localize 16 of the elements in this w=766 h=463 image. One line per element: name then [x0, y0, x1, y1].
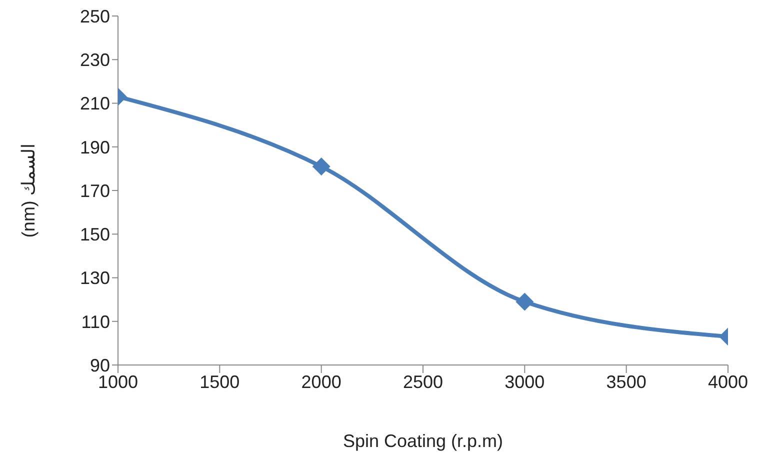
x-tick-label: 2000 [301, 372, 342, 392]
y-axis-title: (nm) السمك [18, 143, 38, 238]
x-tick-label: 1500 [200, 372, 240, 392]
y-tick-label: 250 [80, 6, 110, 26]
y-tick-label: 170 [80, 180, 110, 201]
x-tick-label: 3500 [606, 372, 646, 392]
y-tick-label: 130 [80, 268, 110, 288]
x-tick-label: 3000 [504, 372, 545, 392]
y-tick-label: 230 [80, 50, 110, 70]
y-tick-label: 110 [81, 312, 110, 332]
y-tick-label: 190 [80, 137, 110, 158]
y-tick-label: 150 [80, 224, 110, 245]
x-axis-title: Spin Coating (r.p.m) [342, 431, 504, 451]
x-tick-label: 4000 [708, 372, 748, 392]
x-tick-label: 2500 [402, 372, 444, 392]
y-tick-label: 210 [80, 94, 110, 114]
